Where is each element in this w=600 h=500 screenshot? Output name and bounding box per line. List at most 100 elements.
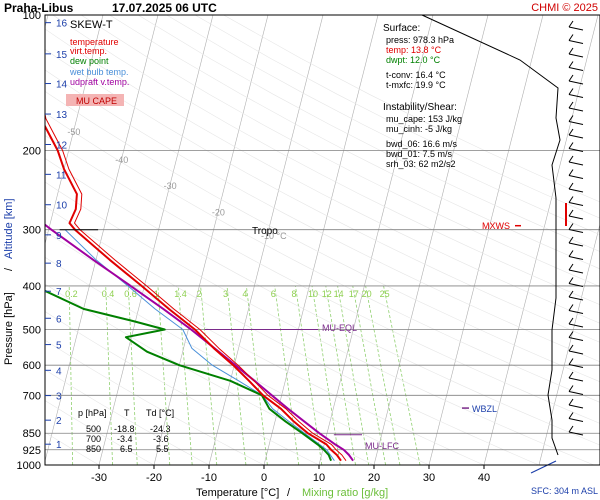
wind-barb-flag (568, 277, 574, 284)
mixing-ratio-line (295, 285, 323, 465)
surface-info: Surface: press: 978.3 hPa temp: 13.8 °C … (383, 23, 454, 90)
altitude-tick-label: 4 (56, 366, 62, 377)
mixing-ratio-label: 20 (362, 289, 372, 299)
wind-barb (568, 175, 584, 179)
mixing-ratio-line (177, 285, 193, 465)
altitude-tick-label: 16 (56, 19, 68, 30)
x-tick-label: -30 (91, 472, 107, 484)
mixing-ratio-line (245, 285, 268, 465)
altitude-tick-label: 8 (56, 259, 62, 270)
wind-barb (568, 215, 584, 220)
wind-barb-flag (568, 74, 574, 82)
isotherm-label: -40 (115, 155, 128, 165)
wind-barb-flag (568, 344, 574, 352)
mixing-ratio-label: 12 (322, 289, 332, 299)
dry-adiabat (45, 28, 600, 324)
wind-barb-flag (568, 304, 574, 311)
curve-legend: SKEW-T temperature virt.temp. dew point … (66, 19, 129, 106)
parcel-curve (45, 223, 354, 462)
wind-barb-flag (568, 317, 574, 325)
surface-dwpt: dwpt: 12.0 °C (386, 55, 441, 65)
wind-barb (568, 188, 584, 193)
isotherm-line (45, 15, 104, 246)
table-cell: 700 (86, 434, 101, 444)
wind-barb (568, 161, 584, 166)
temperature-curve (45, 124, 342, 462)
wind-barb-flag (568, 371, 574, 379)
mixing-ratio-label: 14 (334, 289, 344, 299)
isotherm-line (153, 15, 269, 465)
dry-adiabat (45, 90, 600, 383)
wind-barb (568, 404, 584, 409)
wind-barb (568, 256, 584, 260)
table-cell: -24.3 (150, 424, 171, 434)
wind-barb (568, 350, 584, 355)
wind-barb (568, 148, 584, 152)
mu-eql-label: MU-EQL (322, 323, 357, 333)
mixing-ratio-line (365, 285, 401, 465)
altitude-tick-label: 11 (56, 170, 67, 181)
instability-bwd01: bwd_01: 7.5 m/s (386, 149, 453, 159)
wind-barb-flag (568, 88, 574, 95)
plot-frame (44, 14, 600, 466)
datetime-title: 17.07.2025 06 UTC (112, 1, 217, 15)
table-cell: 6.5 (120, 444, 133, 454)
altitude-tick-label: 7 (56, 287, 62, 298)
x-tick-label: 30 (423, 472, 435, 484)
legend-item-skewt: SKEW-T (70, 19, 113, 31)
wind-barb (568, 296, 584, 301)
wind-barb-flag (568, 101, 574, 109)
wind-barb-flag (568, 425, 574, 433)
isotherm-line (428, 15, 544, 465)
wind-barb (568, 40, 584, 44)
altitude-tick-label: 2 (56, 416, 62, 427)
pressure-tick-label: 600 (23, 360, 41, 372)
wind-barb (568, 242, 584, 247)
table-cell: 500 (86, 424, 101, 434)
wind-barb-flag (568, 20, 574, 28)
altitude-tick-label: 9 (56, 231, 62, 242)
legend-item-dew-point: dew point (70, 56, 109, 66)
pressure-tick-label: 1000 (17, 460, 41, 472)
pressure-tick-label: 700 (23, 390, 41, 402)
table-header-p: p [hPa] (78, 408, 107, 418)
mixing-ratio-label: 6 (271, 289, 276, 299)
credit-label: CHMI © 2025 (531, 2, 598, 14)
wind-barb (568, 377, 584, 382)
station-title: Praha-Libus (4, 1, 74, 15)
instability-mu-cinh: mu_cinh: -5 J/kg (386, 124, 452, 134)
instability-mu-cape: mu_cape: 153 J/kg (386, 114, 462, 124)
isotherm-label: -60 (19, 102, 32, 112)
dry-adiabat (80, 15, 600, 287)
x-tick-label: -10 (201, 472, 217, 484)
isotherm-line (318, 15, 434, 465)
table-header-t: T (124, 408, 130, 418)
wind-barb-flag (568, 223, 574, 230)
table-cell: 850 (86, 444, 101, 454)
wind-barb (568, 269, 584, 274)
y-axis-label: Pressure [hPa] (3, 292, 15, 365)
table-cell: -3.6 (153, 434, 169, 444)
wind-barb (568, 364, 584, 368)
wet-bulb-curve (64, 229, 335, 461)
mixing-ratio-line (383, 285, 421, 465)
pressure-tick-label: 400 (23, 281, 41, 293)
dry-adiabat (194, 15, 600, 219)
isotherm-label: -30 (164, 181, 177, 191)
wind-barb (568, 80, 584, 85)
legend-item-updraft: udpraft v.temp. (70, 77, 129, 87)
dry-adiabat (109, 15, 600, 270)
wind-barb-flag (568, 236, 574, 244)
tropopause-label: Tropo (252, 226, 278, 237)
dry-adiabat (45, 112, 600, 403)
mixing-ratio-label: 0.4 (102, 289, 115, 299)
isotherm-line (263, 15, 379, 465)
mixing-ratio-label: 25 (380, 289, 390, 299)
wind-barb-flag (568, 128, 574, 136)
wind-barb-flag (568, 196, 574, 203)
wind-barb (568, 134, 584, 139)
surface-temp: temp: 13.8 °C (386, 45, 442, 55)
surface-tconv: t-conv: 16.4 °C (386, 70, 446, 80)
dry-adiabat (166, 15, 600, 236)
mixing-ratio-line (352, 285, 386, 465)
